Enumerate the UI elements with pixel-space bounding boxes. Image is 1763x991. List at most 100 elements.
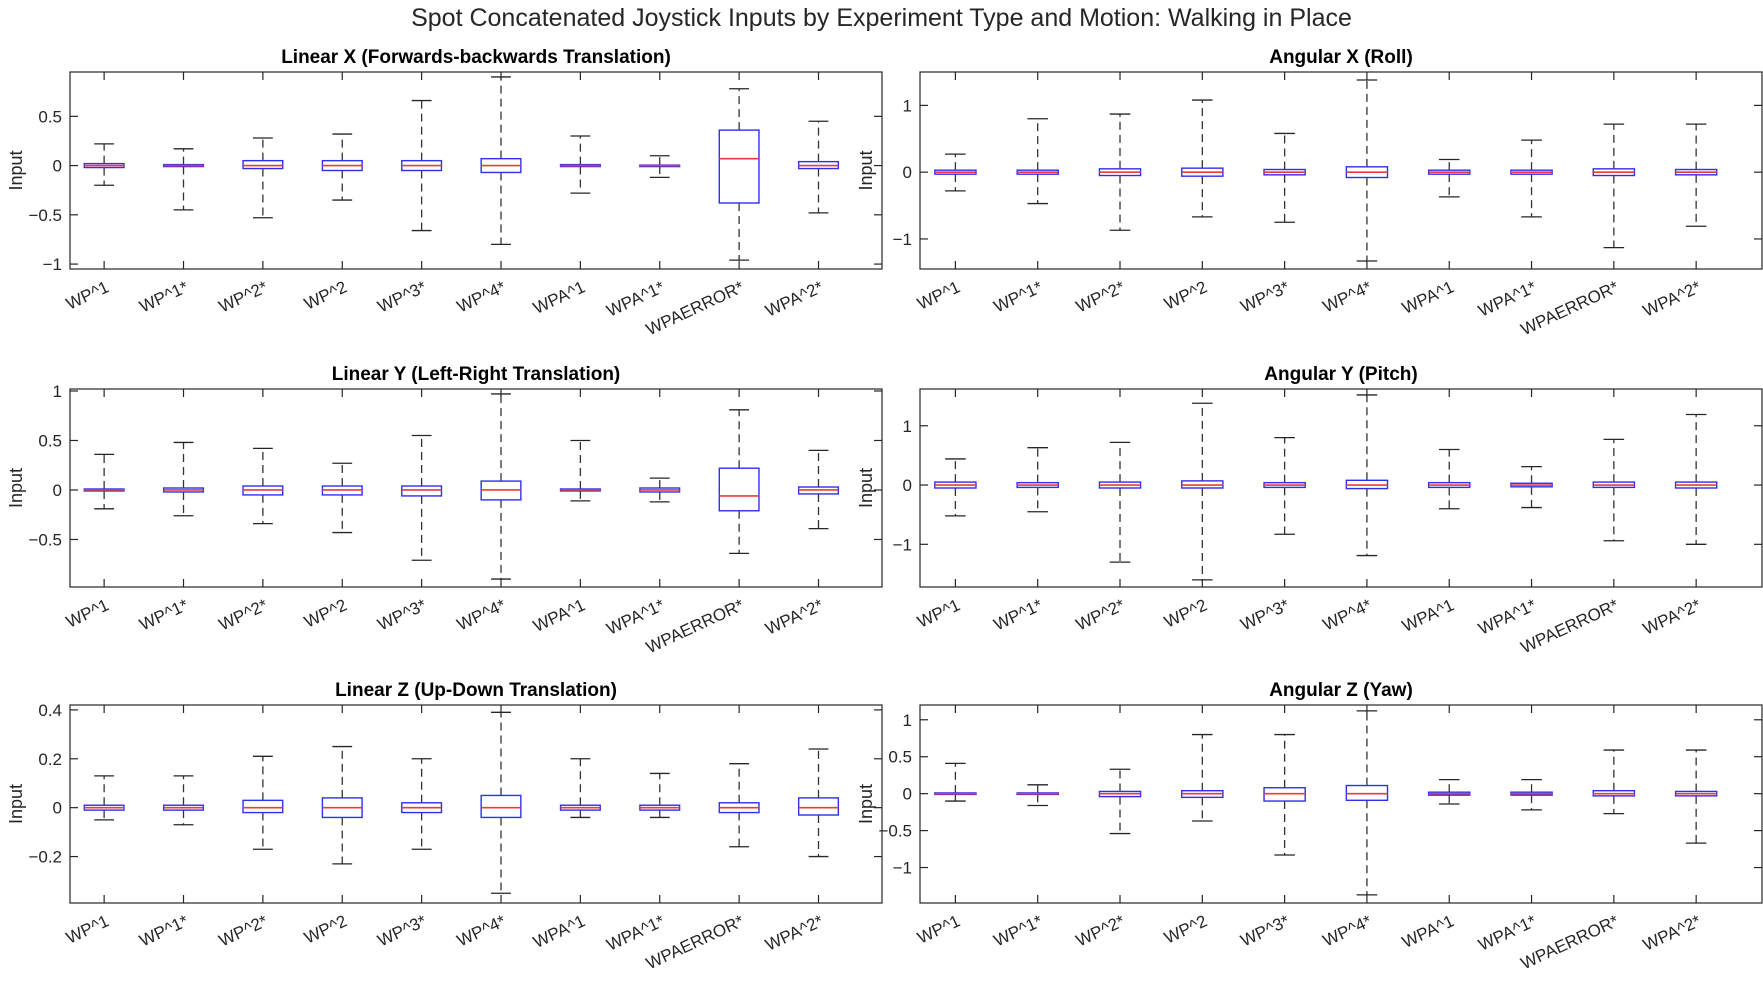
x-tick-label: WPA^1 [530, 277, 588, 317]
box-1 [83, 775, 125, 821]
x-tick-label: WPA^2* [762, 911, 826, 954]
x-tick-label: WP^3* [1238, 277, 1293, 316]
box-3 [1098, 113, 1142, 231]
box-5 [401, 99, 443, 232]
box-2 [1016, 118, 1059, 205]
plot-area [69, 71, 883, 270]
subplot-title: Linear Y (Left-Right Translation) [332, 364, 621, 385]
y-axis-label: Input [6, 784, 26, 824]
subplot-5: Linear Z (Up-Down Translation) Input −0.2 0… [6, 680, 883, 973]
x-tick-label: WP^1 [914, 277, 963, 313]
box-5 [1263, 436, 1306, 535]
y-tick-label: 0 [903, 785, 912, 804]
y-tick-label: −0.5 [878, 822, 912, 841]
y-tick-label: 0 [53, 799, 62, 818]
y-tick-label: 1 [53, 382, 62, 401]
x-tick-label: WPA^1* [1475, 595, 1539, 638]
iqr-box [718, 129, 760, 204]
box-4 [1181, 402, 1224, 581]
box-10 [1674, 749, 1718, 844]
box-7 [559, 135, 601, 194]
iqr-box [242, 159, 284, 170]
y-axis-label: Input [6, 150, 26, 190]
box-6 [1345, 394, 1389, 557]
x-tick-label: WPA^1 [530, 911, 588, 951]
box-7 [1427, 158, 1471, 198]
box-6 [480, 711, 522, 894]
x-tick-label: WP^1* [137, 911, 192, 950]
box-7 [1427, 778, 1471, 805]
y-tick-label: 0.5 [38, 431, 62, 450]
box-4 [1181, 99, 1224, 218]
box-5 [401, 758, 443, 850]
box-9 [1592, 749, 1636, 815]
subplot-1: Linear X (Forwards-backwards Translation… [6, 47, 883, 339]
figure-title: Spot Concatenated Joystick Inputs by Exp… [411, 4, 1352, 32]
x-tick-label: WP^2 [301, 277, 350, 313]
x-tick-label: WPA^1 [530, 595, 588, 635]
y-tick-label: 0.2 [38, 750, 62, 769]
box-3 [242, 137, 284, 219]
x-tick-label: WP^2* [1073, 595, 1128, 634]
y-tick-label: 1 [903, 711, 912, 730]
plot-area [919, 704, 1763, 904]
x-tick-label: WPA^2* [1640, 911, 1704, 954]
plot-area [69, 388, 883, 588]
y-tick-label: 0.4 [38, 701, 62, 720]
box-1 [83, 453, 125, 510]
box-9 [1592, 123, 1636, 249]
x-tick-label: WPA^2* [762, 595, 826, 638]
y-tick-label: 0 [53, 157, 62, 176]
box-5 [1263, 132, 1306, 223]
iqr-box [718, 467, 760, 512]
x-tick-label: WP^4* [454, 277, 509, 316]
box-4 [1181, 733, 1224, 822]
y-axis-label: Input [6, 468, 26, 508]
subplot-title: Linear Z (Up-Down Translation) [335, 680, 617, 701]
subplot-4: Angular Y (Pitch) Input −1 0 1 WP^1 WP^1* WP^2*… [856, 364, 1763, 657]
iqr-box [480, 794, 522, 819]
x-tick-label: WP^2* [216, 595, 271, 634]
x-tick-label: WP^3* [1238, 595, 1293, 634]
y-tick-label: −0.5 [28, 530, 62, 549]
x-tick-label: WPA^1 [1399, 277, 1457, 317]
box-6 [1345, 710, 1389, 896]
x-tick-label: WP^1 [63, 277, 112, 313]
y-tick-label: 1 [903, 96, 912, 115]
box-8 [639, 477, 681, 503]
x-tick-label: WP^3* [375, 911, 430, 950]
y-axis-label: Input [856, 784, 876, 824]
x-tick-label: WP^2 [1161, 277, 1210, 313]
box-8 [1510, 466, 1553, 509]
box-1 [934, 153, 977, 192]
box-9 [1592, 438, 1636, 542]
iqr-box [242, 799, 284, 814]
x-tick-label: WP^4* [1320, 595, 1375, 634]
x-tick-label: WP^2* [216, 911, 271, 950]
plot-area [919, 71, 1763, 270]
box-2 [1016, 447, 1059, 513]
y-tick-label: −0.5 [28, 206, 62, 225]
y-tick-label: 0.5 [38, 107, 62, 126]
box-7 [1427, 448, 1471, 510]
box-4 [321, 745, 363, 865]
box-3 [242, 755, 284, 850]
box-3 [1098, 441, 1142, 563]
x-tick-label: WPA^2* [762, 277, 826, 320]
box-6 [480, 393, 522, 580]
y-axis-label: Input [856, 468, 876, 508]
x-tick-label: WP^4* [1320, 277, 1375, 316]
box-9 [718, 763, 760, 848]
x-tick-label: WP^1* [991, 277, 1046, 316]
x-tick-label: WP^2* [1073, 911, 1128, 950]
y-tick-label: −1 [893, 535, 912, 554]
subplot-6: Angular Z (Yaw) Input −1 −0.5 0 0.5 1 WP^1 WP^1*… [856, 680, 1763, 973]
box-1 [934, 762, 977, 802]
box-3 [242, 447, 284, 525]
subplot-title: Angular X (Roll) [1269, 47, 1413, 68]
box-4 [321, 133, 363, 201]
x-tick-label: WPA^2* [1640, 277, 1704, 320]
x-tick-label: WP^4* [1320, 911, 1375, 950]
box-10 [1674, 413, 1718, 545]
